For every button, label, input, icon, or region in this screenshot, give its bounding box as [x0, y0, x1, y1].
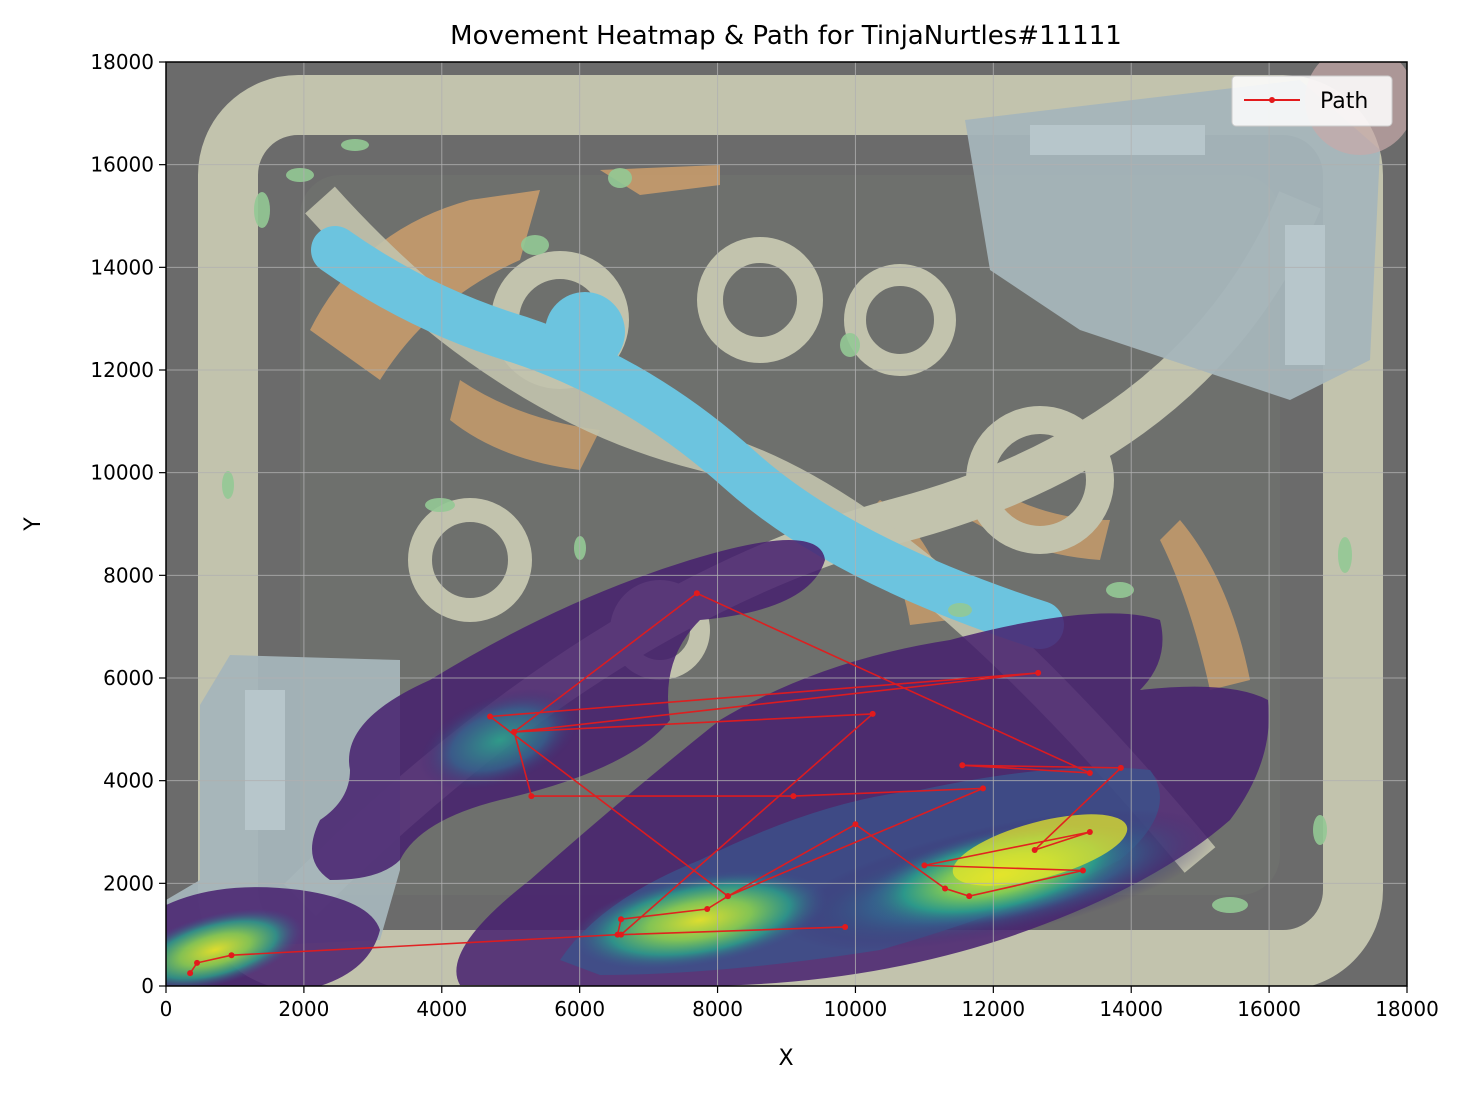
x-tick-label: 6000 [554, 997, 605, 1021]
x-tick-label: 14000 [1099, 997, 1163, 1021]
x-tick-label: 18000 [1375, 997, 1439, 1021]
path-point [979, 785, 986, 792]
path-point [194, 959, 201, 966]
x-tick-label: 12000 [962, 997, 1026, 1021]
y-axis-label: Y [21, 517, 46, 532]
x-tick-label: 8000 [692, 997, 743, 1021]
path-point [1086, 829, 1093, 835]
path-point [790, 793, 797, 800]
path-point [618, 916, 625, 923]
path-point [704, 906, 711, 912]
path-point [869, 710, 876, 717]
axis-ticks: 0 2000 4000 6000 8000 10000 12000 14000 16000 180… [90, 50, 1438, 1021]
path-point [852, 821, 859, 828]
path-point [1086, 769, 1093, 776]
y-tick-label: 12000 [90, 358, 154, 382]
chart-title: Movement Heatmap & Path for TinjaNurtles… [450, 21, 1122, 51]
y-tick-label: 6000 [103, 666, 154, 690]
path-point [1031, 846, 1038, 853]
path-point [842, 923, 849, 930]
path-point [187, 970, 194, 977]
path-point [528, 793, 535, 800]
y-tick-label: 16000 [90, 153, 154, 177]
path-point [511, 728, 518, 735]
x-tick-label: 2000 [278, 997, 329, 1021]
path-point [942, 885, 949, 892]
legend: Path [1231, 75, 1393, 127]
path-point [1035, 669, 1042, 676]
y-tick-label: 14000 [90, 255, 154, 279]
axes-frame [165, 61, 1408, 987]
path-point [921, 862, 928, 869]
x-axis-label: X [778, 1046, 793, 1071]
y-tick-label: 18000 [90, 50, 154, 74]
x-tick-label: 10000 [824, 997, 888, 1021]
legend-label: Path [1320, 89, 1368, 114]
path-point [618, 931, 625, 938]
path-point [724, 893, 731, 900]
y-tick-label: 0 [141, 974, 154, 998]
path-series [187, 590, 1124, 977]
legend-marker [1269, 97, 1275, 103]
x-tick-label: 16000 [1237, 997, 1301, 1021]
path-point [1117, 764, 1124, 771]
x-tick-label: 4000 [416, 997, 467, 1021]
path-point [487, 713, 494, 720]
path-point [693, 590, 700, 597]
heatmap-overlay [166, 540, 1269, 986]
legend-box [1231, 75, 1393, 127]
path-point [1079, 867, 1086, 874]
path-point [959, 762, 966, 769]
x-tick-label: 0 [160, 997, 173, 1021]
y-tick-label: 10000 [90, 461, 154, 485]
y-tick-label: 8000 [103, 563, 154, 587]
path-point [966, 893, 973, 900]
y-tick-label: 2000 [103, 871, 154, 895]
path-point [228, 952, 235, 959]
y-tick-label: 4000 [103, 769, 154, 793]
